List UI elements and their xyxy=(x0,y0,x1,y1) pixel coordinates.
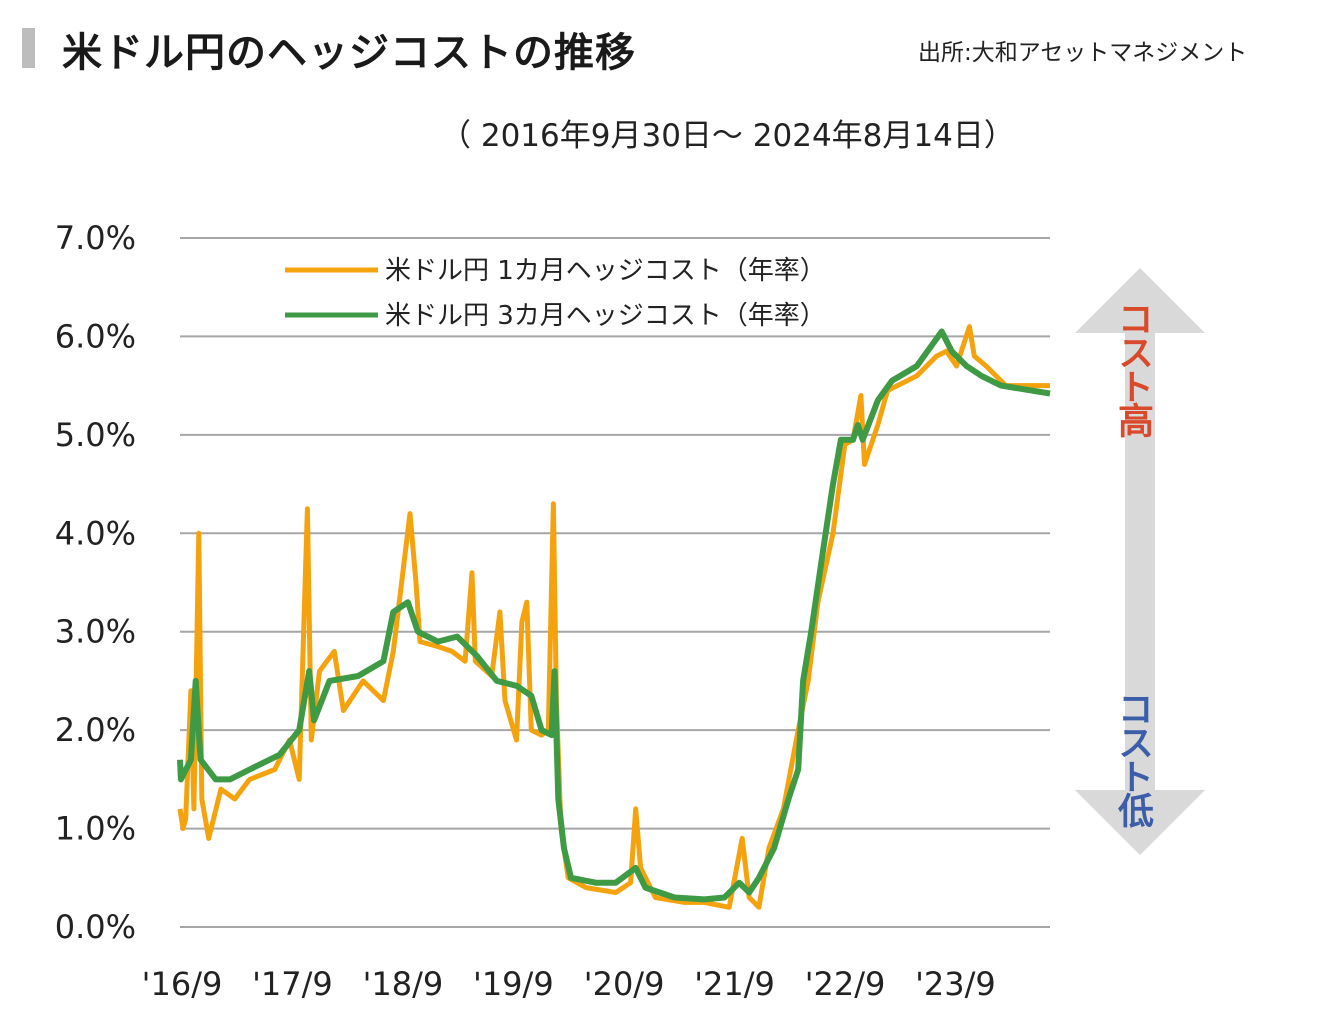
x-tick-label: '23/9 xyxy=(915,965,996,1003)
x-tick-label: '18/9 xyxy=(363,965,444,1003)
x-tick-label: '16/9 xyxy=(142,965,223,1003)
title-accent-bar xyxy=(22,28,35,68)
x-tick-label: '19/9 xyxy=(473,965,554,1003)
series-3m-line xyxy=(177,328,1051,903)
series-1m-line xyxy=(177,324,1050,910)
y-tick-label: 7.0% xyxy=(55,219,136,257)
y-tick-label: 6.0% xyxy=(55,317,136,355)
x-tick-label: '17/9 xyxy=(252,965,333,1003)
y-tick-label: 4.0% xyxy=(55,514,136,552)
double-arrow-shape xyxy=(1075,268,1205,855)
y-tick-label: 5.0% xyxy=(55,416,136,454)
legend-label: 米ドル円 1カ月ヘッジコスト（年率） xyxy=(385,256,826,286)
y-tick-label: 0.0% xyxy=(55,908,136,946)
y-tick-label: 3.0% xyxy=(55,613,136,651)
x-tick-label: '21/9 xyxy=(694,965,775,1003)
cost-direction-arrow xyxy=(1075,268,1205,855)
x-tick-label: '20/9 xyxy=(584,965,665,1003)
y-tick-label: 1.0% xyxy=(55,810,136,848)
chart-title: 米ドル円のヘッジコストの推移 xyxy=(62,30,636,76)
source-note: 出所:大和アセットマネジメント xyxy=(918,40,1248,66)
y-tick-label: 2.0% xyxy=(55,711,136,749)
cost-high-label: コスト高 xyxy=(1112,300,1153,436)
legend-label: 米ドル円 3カ月ヘッジコスト（年率） xyxy=(385,301,826,331)
cost-low-label: コスト低 xyxy=(1112,690,1153,826)
chart-subtitle: （ 2016年9月30日～ 2024年8月14日） xyxy=(440,118,1015,154)
x-tick-label: '22/9 xyxy=(805,965,886,1003)
